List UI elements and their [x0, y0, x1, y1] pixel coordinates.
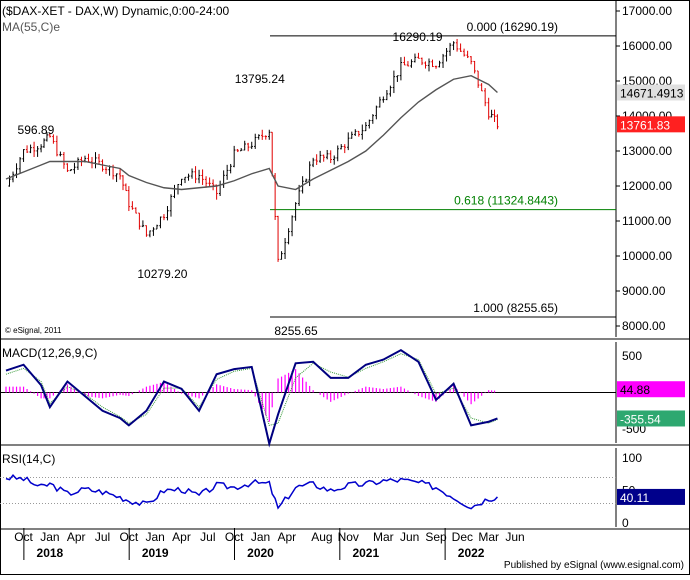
- rsi-tick-label-0: 100: [622, 451, 642, 465]
- macd-tick-label-0: 500: [622, 349, 642, 363]
- macd-tag-bg-0: [617, 381, 685, 398]
- price-tag-1: 13761.83: [620, 118, 670, 132]
- price-tick-label-1: 9000.00: [622, 284, 666, 298]
- rsi-tag-0: 40.11: [620, 491, 649, 505]
- price-annotation-0: 596.89: [18, 123, 55, 137]
- fib-label-2: 1.000 (8255.65): [473, 301, 558, 315]
- x-year-label-1: 2019: [142, 546, 169, 560]
- price-tick-label-9: 17000.00: [622, 4, 672, 18]
- price-tick-label-8: 16000.00: [622, 39, 672, 53]
- rsi-title: RSI(14,C): [2, 452, 55, 466]
- x-year-label-2: 2020: [247, 546, 274, 560]
- x-month-label-14: Jun: [400, 530, 419, 544]
- rsi-line: [5, 474, 498, 510]
- x-month-label-11: Aug: [311, 530, 332, 544]
- macd-signal-line: [5, 353, 498, 426]
- x-month-label-13: Mar: [373, 530, 394, 544]
- price-annotation-1: 13795.24: [235, 72, 285, 86]
- macd-line: [5, 348, 498, 448]
- price-tag-bg-1: [617, 116, 685, 133]
- x-month-label-1: Jan: [40, 530, 59, 544]
- rsi-tick-label-2: 0: [622, 516, 629, 530]
- x-year-label-4: 2022: [458, 546, 485, 560]
- x-month-label-16: Dec: [452, 530, 473, 544]
- price-tag-bg-0: [617, 84, 685, 101]
- ma-label: MA(55,C)e: [2, 20, 60, 34]
- price-tick-label-0: 8000.00: [622, 319, 666, 333]
- x-month-label-10: Apr: [277, 530, 296, 544]
- price-annotation-2: 10279.20: [137, 267, 187, 281]
- rsi-tag-bg-0: [617, 488, 685, 505]
- x-month-label-5: Jan: [146, 530, 165, 544]
- x-month-label-17: Mar: [478, 530, 499, 544]
- x-month-label-2: Apr: [67, 530, 86, 544]
- x-month-label-3: Jul: [95, 530, 110, 544]
- price-tick-label-5: 13000.00: [622, 144, 672, 158]
- fib-label-1: 0.618 (11324.8443): [454, 194, 558, 208]
- macd-tag-0: 44.88: [620, 383, 650, 397]
- x-month-label-6: Apr: [172, 530, 191, 544]
- x-month-label-7: Jul: [200, 530, 215, 544]
- ma55-line: [5, 75, 498, 191]
- x-month-label-18: Jun: [505, 530, 524, 544]
- macd-title: MACD(12,26,9,C): [2, 346, 97, 360]
- publisher-footer: Published by eSignal (www.esignal.com): [503, 560, 684, 571]
- x-month-label-9: Jan: [251, 530, 270, 544]
- price-annotation-4: 16290.19: [393, 30, 443, 44]
- x-month-label-12: Nov: [338, 530, 359, 544]
- x-year-label-0: 2018: [37, 546, 64, 560]
- fib-label-0: 0.000 (16290.19): [467, 20, 558, 34]
- price-title: ($DAX-XET - DAX,W) Dynamic,0:00-24:00: [2, 4, 230, 18]
- macd-tag-bg-1: [617, 410, 685, 427]
- x-year-label-3: 2021: [352, 546, 379, 560]
- price-tag-0: 14671.4913: [620, 86, 684, 100]
- x-month-label-15: Sep: [425, 530, 447, 544]
- price-annotation-3: 8255.65: [274, 324, 318, 338]
- price-tick-label-2: 10000.00: [622, 249, 672, 263]
- macd-tag-1: -355.54: [620, 412, 661, 426]
- copyright-label: © eSignal, 2011: [5, 326, 62, 335]
- price-tick-label-3: 11000.00: [622, 214, 671, 228]
- price-tick-label-4: 12000.00: [622, 179, 672, 193]
